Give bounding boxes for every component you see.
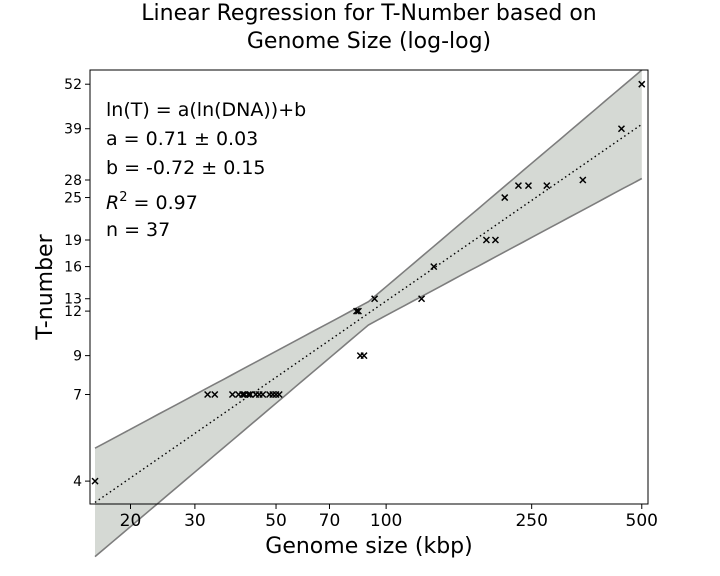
data-point [514,182,522,190]
x-tick-label: 50 [265,511,287,531]
chart-title-line-1: Linear Regression for T-Number based on [141,1,596,26]
data-point [617,125,625,133]
annotation-n: n = 37 [106,219,170,241]
y-tick-label: 52 [64,77,82,93]
plot-frame [89,69,649,505]
confidence-band [95,70,642,557]
data-point [491,236,499,244]
annotation-equation: ln(T) = a(ln(DNA))+b [106,99,306,121]
annotation-r-squared: R2 = 0.97 [106,190,198,214]
y-tick-label: 13 [64,292,82,308]
annotation-intercept: b = -0.72 ± 0.15 [106,157,266,179]
y-tick-label: 16 [64,260,82,276]
data-point [275,390,283,399]
data-point [524,182,532,190]
y-tick-label: 7 [73,388,82,404]
data-point [543,182,551,190]
x-tick-label: 20 [120,511,142,531]
data-point [204,390,212,399]
data-point [246,390,254,399]
data-point [418,295,426,303]
data-point [371,295,379,303]
data-point [579,176,587,184]
y-tick-label: 12 [64,304,82,320]
plot-area [91,69,646,558]
r-squared-symbol: R [106,192,119,214]
x-tick-label: 100 [370,511,402,531]
regression-annotation: ln(T) = a(ln(DNA))+b a = 0.71 ± 0.03 b =… [106,99,306,241]
x-tick-label: 70 [319,511,341,531]
data-point [482,236,490,244]
regression-line [94,123,643,503]
y-tick-label: 19 [64,233,82,249]
x-tick-label: 30 [184,511,206,531]
y-tick-label: 39 [64,122,82,138]
data-point [354,307,362,315]
x-tick-label: 500 [626,511,658,531]
r-squared-exponent: 2 [119,190,127,205]
data-point [430,263,438,271]
y-tick-label: 25 [64,191,82,207]
confidence-band-lower-edge [94,177,643,558]
y-tick-label: 9 [73,349,82,365]
y-tick-label: 4 [73,474,82,490]
data-point [353,307,361,315]
chart-title-line-2: Genome Size (log-log) [247,29,491,54]
y-axis-label: T-number [33,233,58,340]
data-point [211,390,219,399]
confidence-band-upper-edge [94,69,643,449]
r-squared-value: = 0.97 [127,192,197,214]
data-point [228,390,236,399]
annotation-slope: a = 0.71 ± 0.03 [106,128,258,150]
data-point [638,80,646,88]
data-point [259,390,267,399]
y-tick-label: 28 [64,173,82,189]
x-axis-label: Genome size (kbp) [265,534,472,559]
data-point [239,390,247,399]
x-tick-label: 250 [515,511,547,531]
data-point [360,352,368,360]
data-point [91,477,99,485]
data-point [501,194,509,202]
data-point [244,390,252,399]
